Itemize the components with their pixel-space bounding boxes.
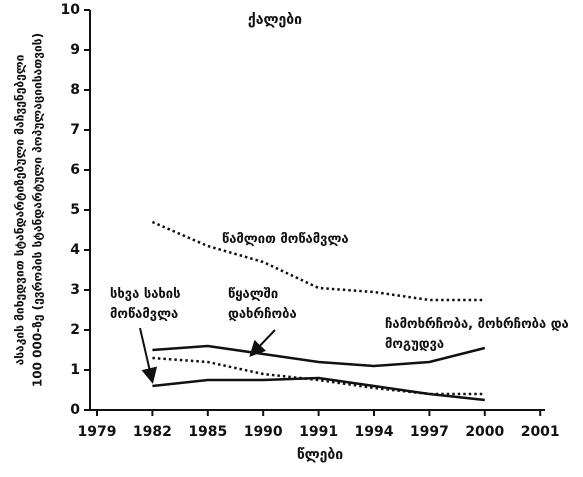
x-tick-label: 1991: [299, 424, 338, 440]
y-tick-label: 6: [70, 162, 80, 178]
x-tick-label: 1997: [410, 424, 449, 440]
y-tick-label: 5: [70, 202, 80, 218]
y-tick-label: 9: [70, 42, 80, 58]
arrow: [249, 329, 276, 357]
y-tick-label: 1: [70, 362, 80, 378]
chart-title: ქალები: [248, 12, 302, 28]
series-label: წამლით მოწამვლა: [222, 232, 349, 247]
y-tick-label: 10: [61, 2, 81, 18]
x-tick-label: 2000: [465, 424, 504, 440]
x-tick-label: 1979: [78, 424, 117, 440]
y-tick-label: 8: [70, 82, 80, 98]
y-tick-label: 4: [70, 242, 80, 258]
series-line: [152, 356, 485, 396]
x-tick-label: 1985: [188, 424, 227, 440]
series-label: წყალში დახრჩობა: [228, 287, 297, 322]
series-line: [152, 376, 485, 402]
y-tick-label: 3: [70, 282, 80, 298]
series-line: [152, 344, 486, 368]
series-label: ჩამოხრჩობა, მოხრჩობა და მოგუდვა: [385, 317, 569, 352]
x-tick-label: 1994: [355, 424, 394, 440]
x-tick-label: 2001: [521, 424, 560, 440]
arrow: [139, 327, 158, 384]
x-tick-label: 1990: [244, 424, 283, 440]
series-label: სხვა სახის მოწამვლა: [110, 287, 181, 322]
y-axis-label: ასაკის მიხედვით სტანდარტიზებული მაჩვენებ…: [13, 54, 27, 365]
x-tick-label: 1982: [133, 424, 172, 440]
y-tick-label: 2: [70, 322, 80, 338]
y-tick-label: 7: [70, 122, 80, 138]
y-axis-label: 100 000-ზე (ევროპის სტანდარტული პოპულაცი…: [31, 33, 45, 387]
y-tick-label: 0: [70, 402, 80, 418]
x-axis-label: წლები: [297, 447, 343, 463]
